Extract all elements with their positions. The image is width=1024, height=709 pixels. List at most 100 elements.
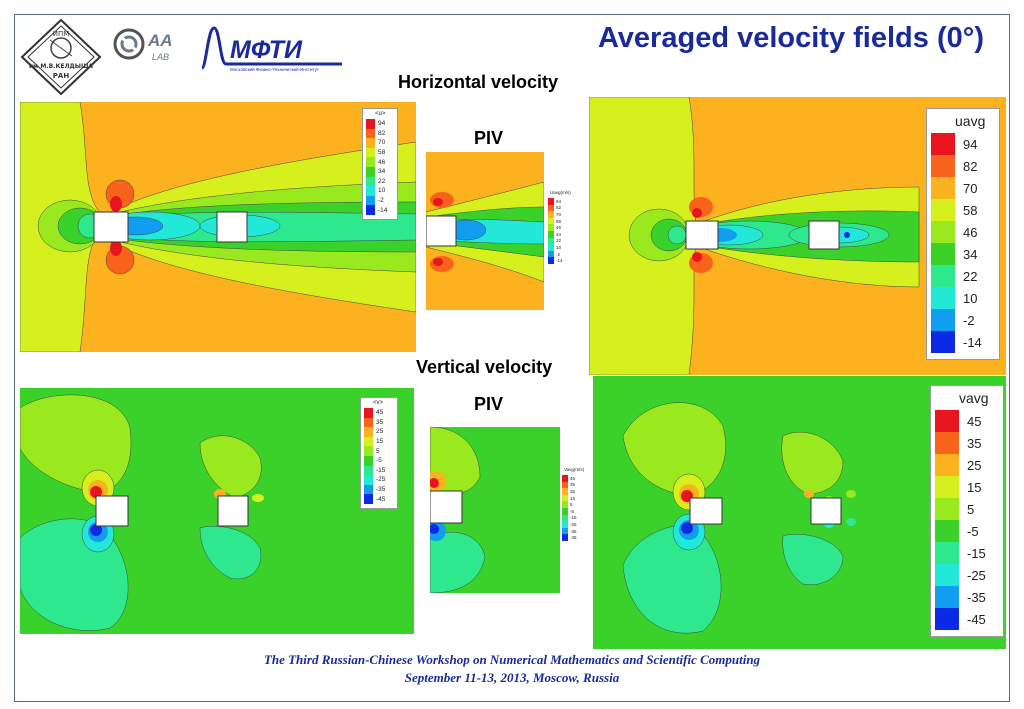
legend-swatch	[935, 564, 959, 586]
legend-entry: 10	[366, 186, 385, 196]
legend-swatch	[562, 488, 568, 495]
legend-swatch	[931, 177, 955, 199]
legend-entry: 46	[366, 157, 385, 167]
page-title: Averaged velocity fields (0°)	[597, 22, 984, 54]
legend-value: 46	[963, 224, 978, 240]
legend-swatch	[366, 119, 375, 129]
legend-swatch	[366, 186, 375, 196]
legend-entry: -15	[562, 514, 577, 522]
footer-conference: The Third Russian-Chinese Workshop on Nu…	[263, 652, 761, 667]
u-field-piv	[426, 152, 544, 310]
svg-text:ИПМ: ИПМ	[53, 30, 70, 38]
legend-swatch	[935, 454, 959, 476]
legend-swatch	[935, 608, 959, 630]
legend-swatch	[548, 217, 554, 225]
footer-dates: September 11-13, 2013, Moscow, Russia	[404, 670, 620, 685]
legend-swatch	[548, 244, 554, 251]
legend-swatch	[562, 508, 568, 515]
legend-swatch	[364, 417, 373, 428]
cube-downstream-r	[808, 220, 840, 250]
svg-text:LAB: LAB	[152, 52, 169, 62]
legend-u-left: <u> 94 82 70 58 46 34 22 10 -2 -14	[362, 108, 398, 220]
v-field-simulation-left	[20, 388, 414, 634]
legend-value: -14	[963, 334, 982, 350]
legend-swatch	[935, 520, 959, 542]
legend-swatch	[548, 250, 554, 258]
piv-label-bottom: PIV	[474, 394, 504, 414]
mipt-logo: МФТИ Московский Физико-Технический Инсти…	[200, 26, 342, 72]
legend-entry: -14	[931, 331, 982, 353]
legend-swatch	[366, 205, 375, 215]
legend-swatch	[364, 475, 373, 485]
legend-value: 35	[376, 418, 384, 426]
legend-value: 82	[556, 205, 562, 211]
legend-entry: -5	[935, 520, 979, 542]
legend-value: 25	[376, 428, 384, 436]
legend-entry: 5	[364, 446, 380, 456]
legend-swatch	[364, 484, 373, 495]
legend-value: -14	[556, 258, 563, 264]
legend-swatch	[935, 410, 959, 432]
legend-value: -5	[967, 523, 979, 539]
legend-v-left: <v> 45 35 25 15 5 -5 -15 -25 -35 -45	[360, 397, 398, 509]
legend-title: uavg	[955, 113, 986, 129]
legend-swatch	[548, 198, 554, 205]
legend-v-piv: Vavg(m/s) 45 35 25 15 5 -5 -15 -25 -35 -45	[560, 467, 592, 545]
legend-title: <u>	[375, 111, 386, 117]
legend-entry: -2	[366, 195, 384, 206]
legend-entry: 34	[548, 231, 561, 238]
legend-value: 5	[967, 501, 975, 517]
legend-value: 35	[570, 482, 576, 488]
svg-text:РАН: РАН	[53, 72, 70, 80]
cube-piv-u	[426, 215, 457, 247]
legend-value: 70	[556, 211, 562, 217]
legend-value: 25	[967, 457, 982, 473]
legend-swatch	[562, 514, 568, 522]
legend-value: -15	[967, 545, 986, 561]
legend-value: 82	[963, 158, 978, 174]
legend-swatch	[366, 147, 375, 158]
legend-value: 58	[556, 218, 562, 224]
legend-value: 70	[378, 139, 386, 147]
slide-frame	[14, 14, 1010, 702]
legend-swatch	[364, 465, 373, 476]
piv-label-top: PIV	[474, 128, 504, 148]
legend-entry: 25	[562, 488, 575, 495]
legend-entry: 94	[366, 119, 385, 129]
legend-value: 70	[963, 180, 978, 196]
legend-entry: 22	[366, 176, 385, 187]
legend-swatch	[366, 167, 375, 177]
legend-value: -45	[376, 495, 386, 503]
legend-title: Uavg(m/s)	[550, 190, 571, 195]
legend-entry: 22	[548, 237, 561, 245]
legend-swatch	[366, 157, 375, 167]
legend-swatch	[562, 494, 568, 502]
legend-value: -14	[378, 206, 388, 214]
legend-entry: 82	[366, 128, 385, 139]
legend-entry: 82	[931, 155, 977, 177]
legend-value: -35	[376, 486, 386, 494]
legend-swatch	[364, 446, 373, 456]
legend-value: 10	[556, 244, 562, 250]
legend-entry: 34	[366, 167, 385, 177]
legend-value: 5	[570, 502, 573, 508]
legend-swatch	[931, 309, 955, 331]
legend-entry: 94	[931, 133, 977, 155]
cube-upstream	[93, 211, 129, 243]
legend-entry: 15	[562, 494, 575, 502]
legend-entry: 35	[562, 481, 576, 489]
legend-entry: 15	[935, 476, 981, 498]
legend-entry: -14	[548, 257, 563, 264]
legend-swatch	[562, 475, 568, 482]
legend-swatch	[931, 265, 955, 287]
legend-entry: -45	[935, 608, 986, 630]
legend-swatch	[366, 138, 375, 148]
legend-swatch	[366, 176, 375, 187]
legend-entry: -15	[364, 465, 385, 476]
legend-value: -2	[556, 251, 561, 257]
cube-downstream	[216, 211, 248, 243]
cube-downstream-vr	[810, 497, 842, 525]
legend-value: -15	[570, 515, 577, 521]
legend-swatch	[548, 257, 554, 264]
legend-value: 94	[378, 120, 386, 128]
